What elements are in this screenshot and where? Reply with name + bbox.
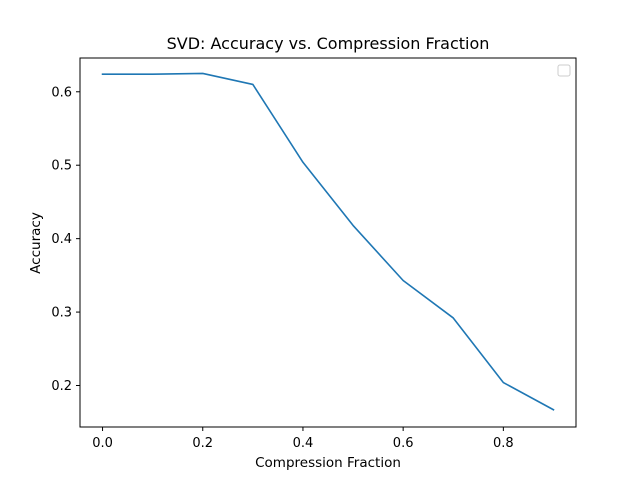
series-line: [101, 72, 555, 411]
y-tick-label: 0.2: [51, 379, 72, 394]
x-tick-label: 0.8: [493, 436, 514, 451]
x-tick-label: 0.2: [192, 436, 213, 451]
y-axis-ticks: 0.2 0.3 0.4 0.5 0.6: [51, 85, 80, 394]
plot-area: [80, 58, 576, 427]
x-tick-label: 0.6: [393, 436, 414, 451]
y-tick-label: 0.5: [51, 159, 72, 174]
y-axis-label: Accuracy: [28, 212, 44, 274]
y-tick-label: 0.3: [51, 306, 72, 321]
y-tick-label: 0.4: [51, 232, 72, 247]
x-axis-ticks: 0.0 0.2 0.4 0.6 0.8: [92, 427, 514, 451]
x-tick-label: 0.0: [92, 436, 113, 451]
x-axis-label: Compression Fraction: [255, 455, 401, 471]
series-layer: [101, 72, 555, 411]
legend-box: [557, 64, 571, 77]
plot-frame: [79, 57, 577, 428]
chart-title: SVD: Accuracy vs. Compression Fraction: [167, 34, 490, 53]
x-tick-label: 0.4: [293, 436, 314, 451]
y-tick-label: 0.6: [51, 85, 72, 100]
